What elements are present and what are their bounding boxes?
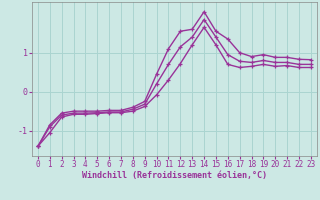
X-axis label: Windchill (Refroidissement éolien,°C): Windchill (Refroidissement éolien,°C) <box>82 171 267 180</box>
